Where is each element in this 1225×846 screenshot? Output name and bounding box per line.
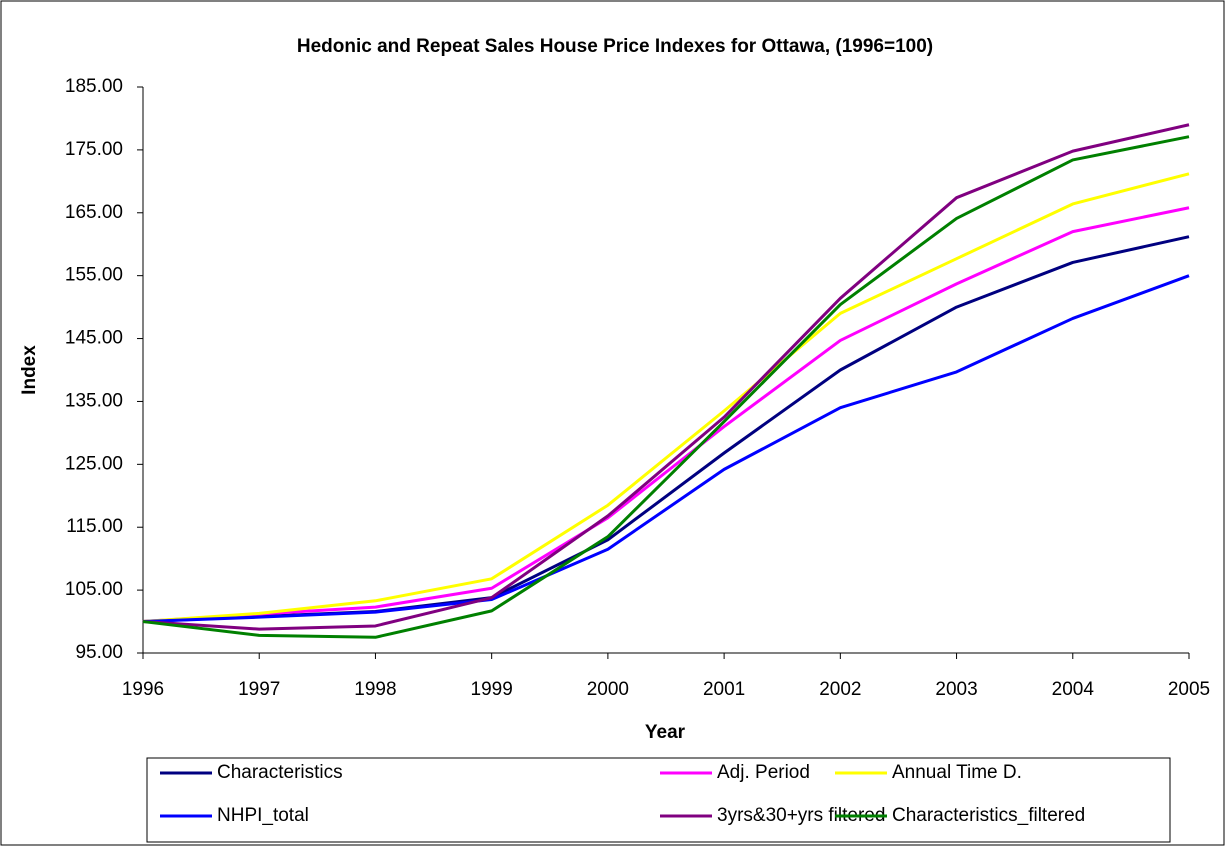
legend-label: NHPI_total [217,805,309,826]
x-axis-title: Year [645,722,686,743]
x-tick-label: 2005 [1168,679,1210,700]
legend-label: Characteristics [217,762,343,783]
x-tick-label: 2000 [587,679,629,700]
data-line [142,123,1190,631]
y-tick-label: 175.00 [65,139,123,160]
x-tick-label: 1997 [238,679,280,700]
legend-label: Characteristics_filtered [892,805,1085,826]
y-tick-label: 135.00 [65,390,123,411]
y-axis-title: Index [19,345,40,395]
data-line [142,172,1190,624]
legend [146,757,1171,843]
chart-title: Hedonic and Repeat Sales House Price Ind… [297,36,933,57]
x-tick-label: 1996 [122,679,164,700]
y-tick-label: 125.00 [65,453,123,474]
y-tick-label: 145.00 [65,328,123,349]
x-tick-label: 2001 [703,679,745,700]
x-tick-label: 2004 [1052,679,1095,700]
x-tick-label: 1999 [471,679,513,700]
legend-label: 3yrs&30+yrs filtered [717,805,885,826]
x-tick-label: 2003 [935,679,977,700]
legend-label: Adj. Period [717,762,810,783]
y-tick-label: 115.00 [66,516,123,537]
x-tick-label: 2002 [819,679,861,700]
x-tick-label: 1998 [354,679,396,700]
data-line [142,274,1190,624]
y-tick-label: 165.00 [65,202,123,223]
y-tick-label: 185.00 [65,76,123,97]
legend-label: Annual Time D. [892,762,1022,783]
data-line [142,135,1190,639]
y-tick-label: 155.00 [65,265,123,286]
data-line [142,206,1190,624]
y-tick-label: 95.00 [75,642,123,663]
y-tick-label: 105.00 [65,579,123,600]
